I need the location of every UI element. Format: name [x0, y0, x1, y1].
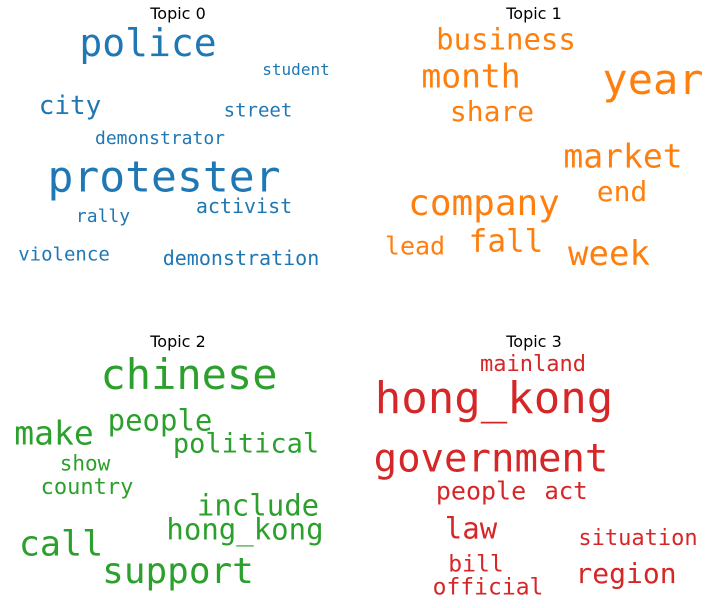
topic-1-title: Topic 1	[506, 4, 562, 23]
topic-0-word: street	[223, 99, 293, 122]
topic-1-word: end	[596, 175, 648, 208]
topic-1-word: share	[449, 95, 535, 128]
topic-3-word: government	[373, 436, 609, 482]
topic-2-panel: Topic 2 chinese people make political sh…	[0, 304, 356, 608]
topic-1-word: month	[421, 56, 521, 96]
topic-3-word: mainland	[480, 352, 586, 377]
topic-3-word: act	[544, 477, 588, 505]
topic-0-word: demonstrator	[94, 128, 226, 149]
topic-2-word: include	[196, 488, 320, 523]
topic-1-word: week	[568, 234, 650, 274]
topic-0-word: police	[79, 21, 217, 65]
topic-3-word: situation	[578, 526, 698, 551]
topic-1-word: fall	[468, 223, 544, 260]
topic-1-word: company	[408, 183, 560, 224]
topic-2-word: chinese	[100, 350, 278, 399]
topic-0-word: activist	[195, 194, 293, 218]
topic-3-word: bill	[448, 551, 504, 578]
topic-3-word: hong_kong	[374, 373, 614, 424]
topic-0-word: protester	[47, 152, 281, 203]
topic-3-word: law	[444, 511, 498, 546]
topic-1-word: year	[602, 55, 704, 104]
topic-3-word: official	[432, 574, 544, 601]
topic-2-word: country	[40, 475, 134, 500]
topic-0-panel: Topic 0 police student city street demon…	[0, 0, 356, 304]
topic-3-word: region	[575, 557, 677, 590]
topic-1-word: lead	[384, 231, 446, 261]
topic-2-word: show	[59, 451, 111, 476]
topic-3-title: Topic 3	[506, 332, 562, 351]
topic-1-word: market	[563, 136, 683, 176]
topic-3-word: people	[435, 476, 527, 506]
topic-2-word: call	[18, 524, 104, 565]
topic-0-word: student	[262, 60, 330, 79]
topic-2-word: people	[107, 403, 213, 438]
topic-0-word: rally	[75, 206, 131, 227]
topic-0-title: Topic 0	[150, 4, 206, 23]
topic-0-word: demonstration	[162, 246, 320, 270]
topic-0-word: city	[38, 91, 102, 121]
topic-2-word: political	[172, 428, 320, 460]
topic-2-title: Topic 2	[150, 332, 206, 351]
topic-3-panel: Topic 3 mainland hong_kong government pe…	[356, 304, 712, 608]
topic-2-word: make	[14, 413, 94, 453]
topic-1-word: business	[436, 22, 576, 57]
topic-2-word: support	[102, 551, 254, 592]
topic-2-word: hong_kong	[166, 512, 324, 547]
topic-1-panel: Topic 1 business month year share market…	[356, 0, 712, 304]
topic-0-word: violence	[18, 243, 110, 266]
